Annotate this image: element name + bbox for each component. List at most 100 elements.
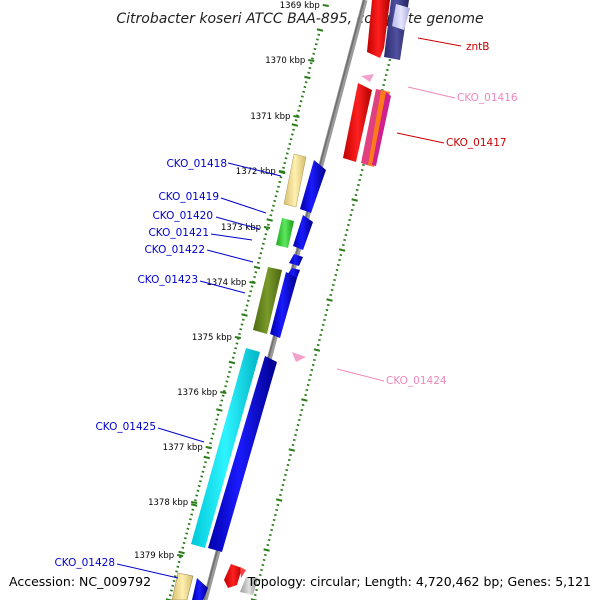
gene-CKO_01425-arrow[interactable] [208, 356, 277, 552]
scale-major-tick [234, 336, 242, 339]
scale-right-tick [273, 513, 277, 517]
scale-label: 1374 kbp [206, 278, 246, 288]
scale-left-tick [288, 142, 292, 146]
scale-right-tick [330, 288, 334, 292]
scale-right-tick [301, 398, 308, 402]
scale-left-tick [182, 541, 186, 545]
gene-label-CKO_01423[interactable]: CKO_01423 [137, 274, 198, 286]
scale-right-tick [263, 548, 270, 552]
gene-zntB-feature[interactable] [367, 0, 390, 58]
scale-left-tick [216, 413, 220, 416]
gene-label-CKO_01428[interactable]: CKO_01428 [54, 557, 115, 569]
scale-left-tick [267, 223, 270, 226]
scale-right-tick [304, 393, 307, 397]
gene-label-CKO_01417[interactable]: CKO_01417 [446, 137, 507, 149]
scale-left-tick [295, 114, 299, 117]
gene-label-CKO_01416[interactable]: CKO_01416 [457, 92, 518, 104]
label-leader-lines [116, 37, 462, 579]
scale-left-tick [250, 285, 254, 288]
scale-major-tick [249, 281, 256, 284]
scale-right-tick [289, 453, 292, 457]
scale-left-tick [241, 313, 248, 317]
scale-right-tick [314, 353, 318, 357]
gene-CKO_01423-arrow[interactable] [270, 272, 297, 338]
scale-left-tick [287, 147, 290, 150]
scale-left-tick [215, 418, 219, 421]
gene-CKO_01423-feature[interactable] [253, 267, 282, 334]
gene-bottom-red-feature[interactable] [224, 564, 258, 595]
scale-right-tick [301, 403, 305, 407]
scale-right-tick [320, 328, 324, 332]
gene-CKO_01418-feature[interactable] [283, 153, 307, 208]
scale-right-tick [296, 423, 300, 427]
gene-CKO_01419-arrow[interactable] [300, 160, 326, 213]
scale-right-tick [329, 293, 333, 297]
scale-left-tick [214, 423, 217, 426]
scale-left-tick [238, 332, 241, 336]
scale-left-tick [212, 427, 216, 431]
scale-left-tick [274, 195, 278, 198]
gene-CKO_01425-feature[interactable] [191, 348, 260, 548]
scale-left-tick [259, 252, 263, 255]
scale-left-tick [277, 185, 280, 188]
scale-left-tick [240, 323, 244, 326]
scale-left-tick [170, 589, 173, 592]
scale-right-tick [313, 358, 316, 362]
scale-left-tick [244, 309, 248, 312]
gene-label-CKO_01419[interactable]: CKO_01419 [158, 191, 219, 203]
scale-right-tick [319, 333, 323, 337]
scale-left-tick [236, 337, 240, 340]
scale-right-tick [323, 318, 326, 322]
gene-label-CKO_01422[interactable]: CKO_01422 [144, 244, 205, 256]
gene-CKO_01421-arrow[interactable] [293, 215, 313, 250]
scale-right-tick [299, 413, 302, 417]
scale-right-tick [316, 343, 320, 347]
scale-right-tick [295, 428, 299, 432]
gene-label-CKO_01418[interactable]: CKO_01418 [166, 158, 227, 170]
scale-left-tick [203, 455, 210, 460]
gene-CKO_01417-feature[interactable] [343, 83, 391, 167]
scale-left-tick [199, 480, 202, 483]
scale-major-tick [278, 170, 286, 173]
map-title: Citrobacter koseri ATCC BAA-895, complet… [116, 11, 483, 27]
gene-CKO_01420-feature[interactable] [276, 218, 294, 248]
gene-label-zntB[interactable]: zntB [466, 41, 490, 53]
scale-left-tick [294, 119, 298, 122]
scale-left-tick [316, 38, 319, 41]
gene-CKO_01424-feature[interactable] [292, 352, 306, 362]
gene-label-CKO_01421[interactable]: CKO_01421 [148, 227, 209, 239]
scale-left-tick [231, 356, 235, 359]
scale-left-tick [177, 560, 181, 564]
scale-left-tick [256, 261, 260, 264]
scale-right-tick [387, 63, 391, 67]
scale-left-tick [285, 152, 289, 155]
scale-right-tick [305, 388, 309, 392]
scale-right-tick [325, 308, 329, 312]
gene-label-CKO_01425[interactable]: CKO_01425 [95, 421, 156, 433]
scale-left-tick [168, 594, 172, 597]
scale-major-tick [220, 391, 227, 394]
scale-right-tick [306, 383, 310, 387]
scale-right-tick [333, 278, 336, 282]
scale-left-tick [263, 237, 267, 241]
scale-right-tick [310, 368, 314, 372]
scale-left-tick [260, 247, 264, 250]
scale-labels: 1369 kbp 1370 kbp 1371 kbp 1372 kbp 1373 kbp… [134, 1, 329, 561]
gene-CKO_01416-feature[interactable] [361, 74, 374, 82]
scale-left-tick [273, 199, 277, 203]
scale-right-tick [362, 163, 365, 167]
gene-CKO_01428-feature[interactable] [171, 572, 208, 600]
scale-left-tick [219, 404, 222, 407]
scale-left-tick [222, 389, 226, 393]
gene-label-CKO_01420[interactable]: CKO_01420 [152, 210, 213, 222]
scale-right-tick [346, 223, 350, 227]
gene-zntB-neighbor[interactable] [384, 0, 410, 60]
scale-left-tick [190, 513, 194, 516]
scale-left-tick [171, 584, 175, 587]
scale-left-tick [178, 550, 185, 555]
scale-right-tick [294, 433, 297, 437]
scale-label: 1369 kbp [280, 1, 320, 11]
scale-left-tick [210, 437, 214, 440]
scale-right-tick [359, 173, 363, 177]
gene-label-CKO_01424[interactable]: CKO_01424 [386, 375, 447, 387]
